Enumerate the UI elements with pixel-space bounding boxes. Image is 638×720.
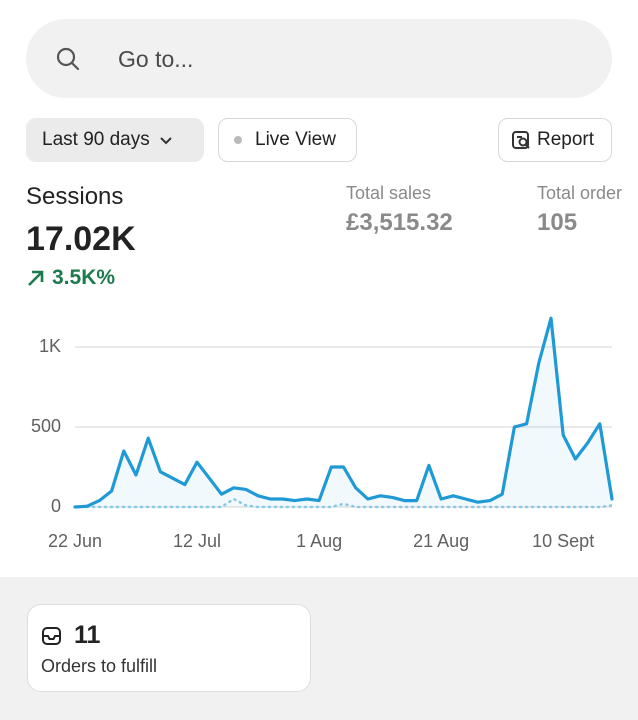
x-tick-label: 10 Sept (532, 531, 594, 551)
live-view-button[interactable]: Live View (218, 118, 357, 162)
search-bar[interactable]: Go to... (26, 19, 612, 98)
orders-count: 11 (74, 621, 101, 649)
x-tick-label: 21 Aug (413, 531, 469, 551)
y-tick-label: 0 (51, 496, 61, 516)
x-tick-label: 12 Jul (173, 531, 221, 551)
chevron (160, 137, 172, 145)
live-label: Live View (255, 129, 336, 150)
search-placeholder: Go to... (118, 46, 194, 72)
sessions-chart: 0 500 1K 22 Jun 12 Jul 1 Aug 21 Aug 10 Sept (31, 316, 614, 551)
x-tick-label: 1 Aug (296, 531, 342, 551)
inbox-icon (42, 627, 61, 645)
dashboard: Go to... Last 90 days Live View Report S… (0, 0, 638, 577)
sales-label: Total sales (346, 183, 432, 203)
orders-value: 105 (537, 209, 578, 236)
range-label: Last 90 days (42, 129, 150, 150)
sessions-change: 3.5K% (52, 266, 116, 289)
orders-card-label: Orders to fulfill (41, 656, 158, 676)
series-line (73, 316, 614, 509)
trend-arrow (28, 270, 44, 286)
report-icon (512, 131, 530, 149)
sessions-value: 17.02K (26, 220, 136, 258)
orders-card[interactable]: 11 Orders to fulfill (27, 604, 311, 692)
sales-value: £3,515.32 (346, 209, 453, 236)
search-icon (56, 47, 80, 71)
range-button[interactable]: Last 90 days (26, 118, 204, 162)
x-tick-label: 22 Jun (48, 531, 102, 551)
sessions-label: Sessions (26, 183, 124, 210)
y-tick-label: 1K (39, 336, 61, 356)
series-line (73, 497, 614, 509)
orders-label: Total order (537, 183, 623, 203)
report-button[interactable]: Report (498, 118, 612, 162)
live-dot (234, 136, 242, 144)
y-tick-label: 500 (31, 416, 61, 436)
report-label: Report (537, 129, 595, 150)
